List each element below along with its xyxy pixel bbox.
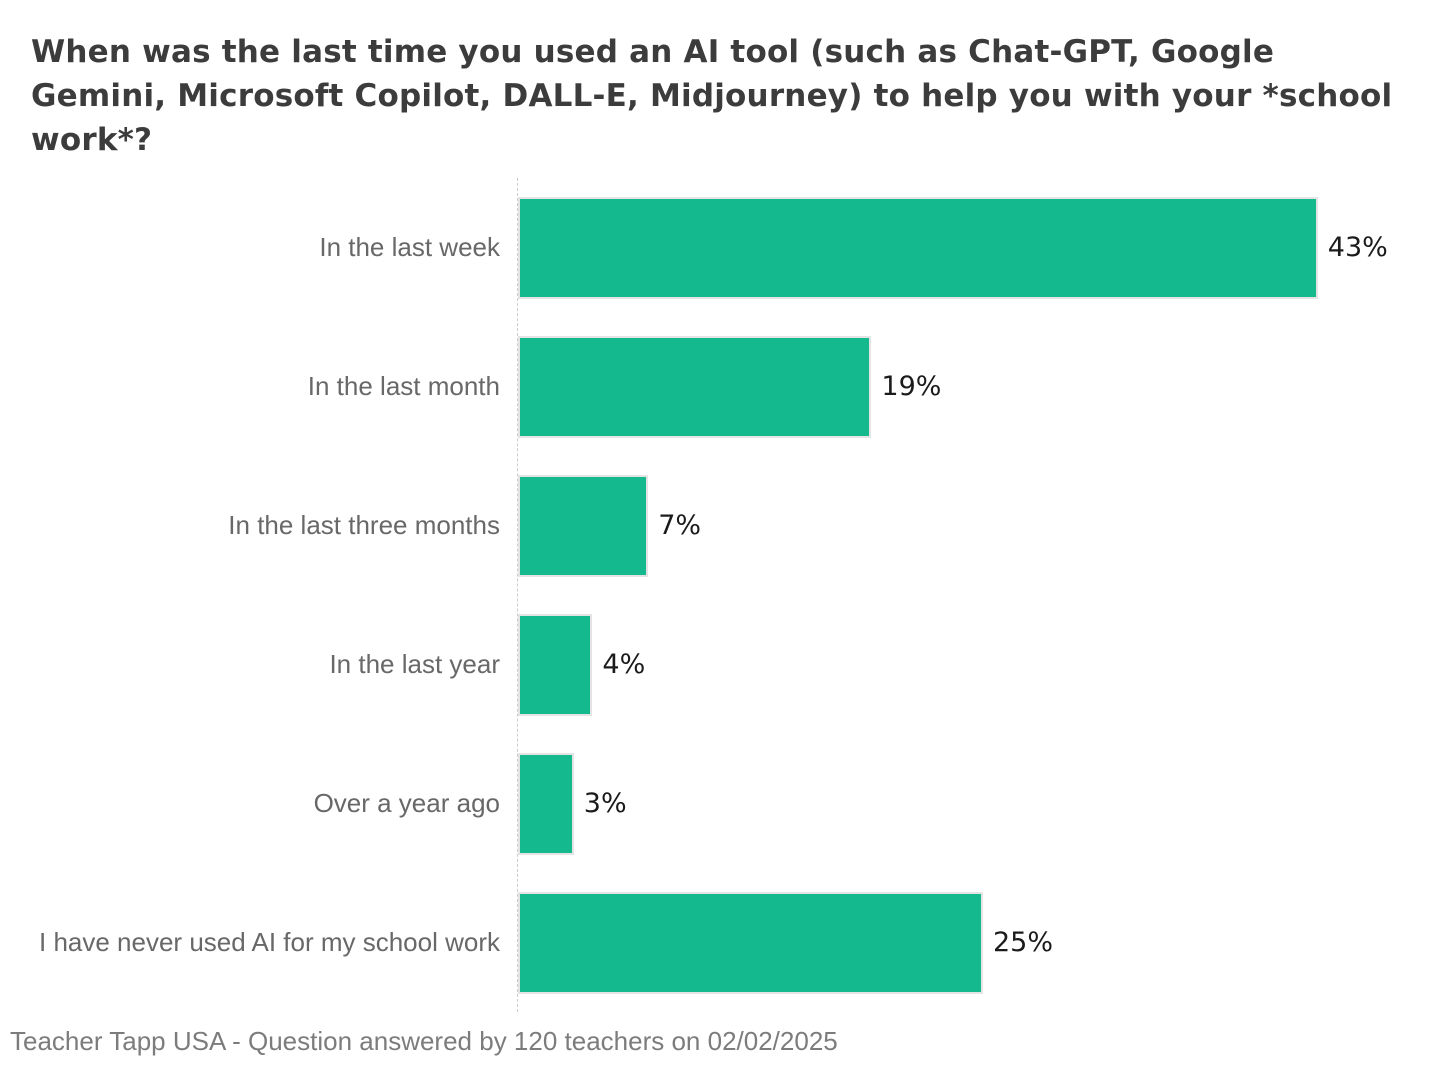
bar-area: 4% [518, 613, 1440, 716]
bar [518, 891, 983, 994]
bar-area: 43% [518, 196, 1440, 299]
value-label: 4% [602, 649, 646, 680]
bar-chart: In the last week 43% In the last month 1… [0, 178, 1440, 1012]
bar-row: Over a year ago 3% [0, 734, 1440, 873]
value-label: 43% [1327, 232, 1388, 263]
category-label: Over a year ago [313, 787, 500, 818]
category-label: In the last week [319, 231, 500, 262]
value-label: 3% [583, 788, 627, 819]
bar [518, 752, 574, 855]
category-label: In the last year [329, 648, 500, 679]
bar-area: 3% [518, 752, 1440, 855]
source-caption: Teacher Tapp USA - Question answered by … [10, 1026, 838, 1056]
category-label: I have never used AI for my school work [39, 926, 500, 957]
y-axis-baseline [517, 178, 518, 1012]
bar-row: In the last year 4% [0, 595, 1440, 734]
value-label: 25% [993, 927, 1054, 958]
bar-row: In the last month 19% [0, 317, 1440, 456]
bar [518, 613, 593, 716]
bar-rows: In the last week 43% In the last month 1… [0, 178, 1440, 1012]
bar-row: In the last week 43% [0, 178, 1440, 317]
category-label: In the last three months [228, 509, 500, 540]
bar [518, 335, 872, 438]
category-label: In the last month [307, 370, 500, 401]
value-label: 19% [881, 371, 942, 402]
bar-area: 19% [518, 335, 1440, 438]
bar-row: In the last three months 7% [0, 456, 1440, 595]
bar [518, 474, 649, 577]
value-label: 7% [658, 510, 702, 541]
bar-area: 25% [518, 891, 1440, 994]
chart-title: When was the last time you used an AI to… [31, 34, 1393, 159]
bar [518, 196, 1318, 299]
bar-area: 7% [518, 474, 1440, 577]
bar-row: I have never used AI for my school work … [0, 873, 1440, 1012]
